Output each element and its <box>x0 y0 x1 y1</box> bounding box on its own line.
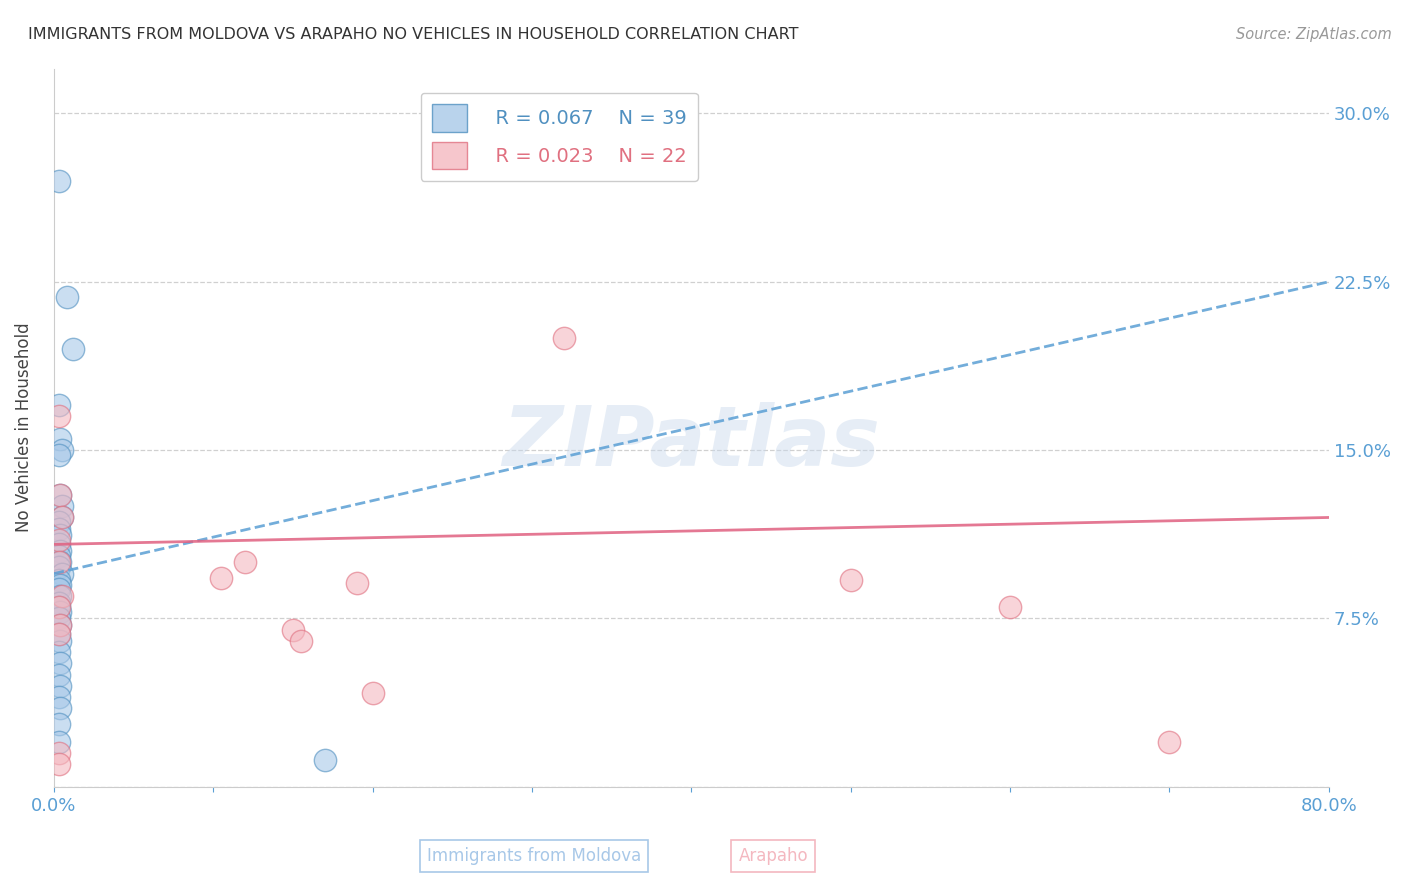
Point <box>48 515 70 529</box>
Point <box>48 667 70 681</box>
Point <box>49 578 72 592</box>
Text: Source: ZipAtlas.com: Source: ZipAtlas.com <box>1236 27 1392 42</box>
Point <box>49 618 72 632</box>
Point <box>281 623 304 637</box>
Point <box>49 488 72 502</box>
Point <box>48 690 70 704</box>
Point <box>49 432 72 446</box>
Point <box>1159 735 1181 749</box>
Point <box>290 634 312 648</box>
Point <box>48 717 70 731</box>
Text: Arapaho: Arapaho <box>738 847 808 865</box>
Point <box>49 618 72 632</box>
Text: Immigrants from Moldova: Immigrants from Moldova <box>427 847 641 865</box>
Point <box>49 701 72 715</box>
Point <box>49 634 72 648</box>
Point <box>314 753 336 767</box>
Point <box>48 735 70 749</box>
Point <box>998 600 1021 615</box>
Point <box>62 342 84 356</box>
Point <box>48 600 70 615</box>
Point <box>48 533 70 547</box>
Point <box>537 111 560 125</box>
Point <box>51 500 73 514</box>
Point <box>48 559 70 574</box>
Point <box>51 589 73 603</box>
Point <box>51 566 73 581</box>
Point <box>48 549 70 563</box>
Point <box>49 488 72 502</box>
Text: ZIPatlas: ZIPatlas <box>502 401 880 483</box>
Point <box>49 589 72 603</box>
Point <box>49 605 72 619</box>
Point <box>346 575 368 590</box>
Point <box>51 510 73 524</box>
Point <box>48 398 70 412</box>
Point <box>48 537 70 551</box>
Point <box>48 409 70 424</box>
Point <box>49 528 72 542</box>
Point <box>48 627 70 641</box>
Y-axis label: No Vehicles in Household: No Vehicles in Household <box>15 323 32 533</box>
Point <box>48 627 70 641</box>
Point <box>49 544 72 558</box>
Point <box>49 555 72 569</box>
Point <box>55 291 77 305</box>
Point <box>49 679 72 693</box>
Point <box>48 174 70 188</box>
Point <box>48 746 70 760</box>
Point <box>48 611 70 625</box>
Legend:   R = 0.067    N = 39,   R = 0.023    N = 22: R = 0.067 N = 39, R = 0.023 N = 22 <box>420 93 699 181</box>
Point <box>48 522 70 536</box>
Point <box>48 596 70 610</box>
Point <box>48 757 70 772</box>
Point <box>48 448 70 462</box>
Point <box>49 657 72 671</box>
Point <box>233 555 256 569</box>
Point <box>48 645 70 659</box>
Point <box>48 574 70 588</box>
Point <box>553 331 575 345</box>
Point <box>361 685 384 699</box>
Point <box>839 574 862 588</box>
Point <box>51 510 73 524</box>
Point <box>48 555 70 569</box>
Point <box>51 443 73 458</box>
Text: IMMIGRANTS FROM MOLDOVA VS ARAPAHO NO VEHICLES IN HOUSEHOLD CORRELATION CHART: IMMIGRANTS FROM MOLDOVA VS ARAPAHO NO VE… <box>28 27 799 42</box>
Point <box>48 600 70 615</box>
Point <box>209 571 232 585</box>
Point <box>48 582 70 597</box>
